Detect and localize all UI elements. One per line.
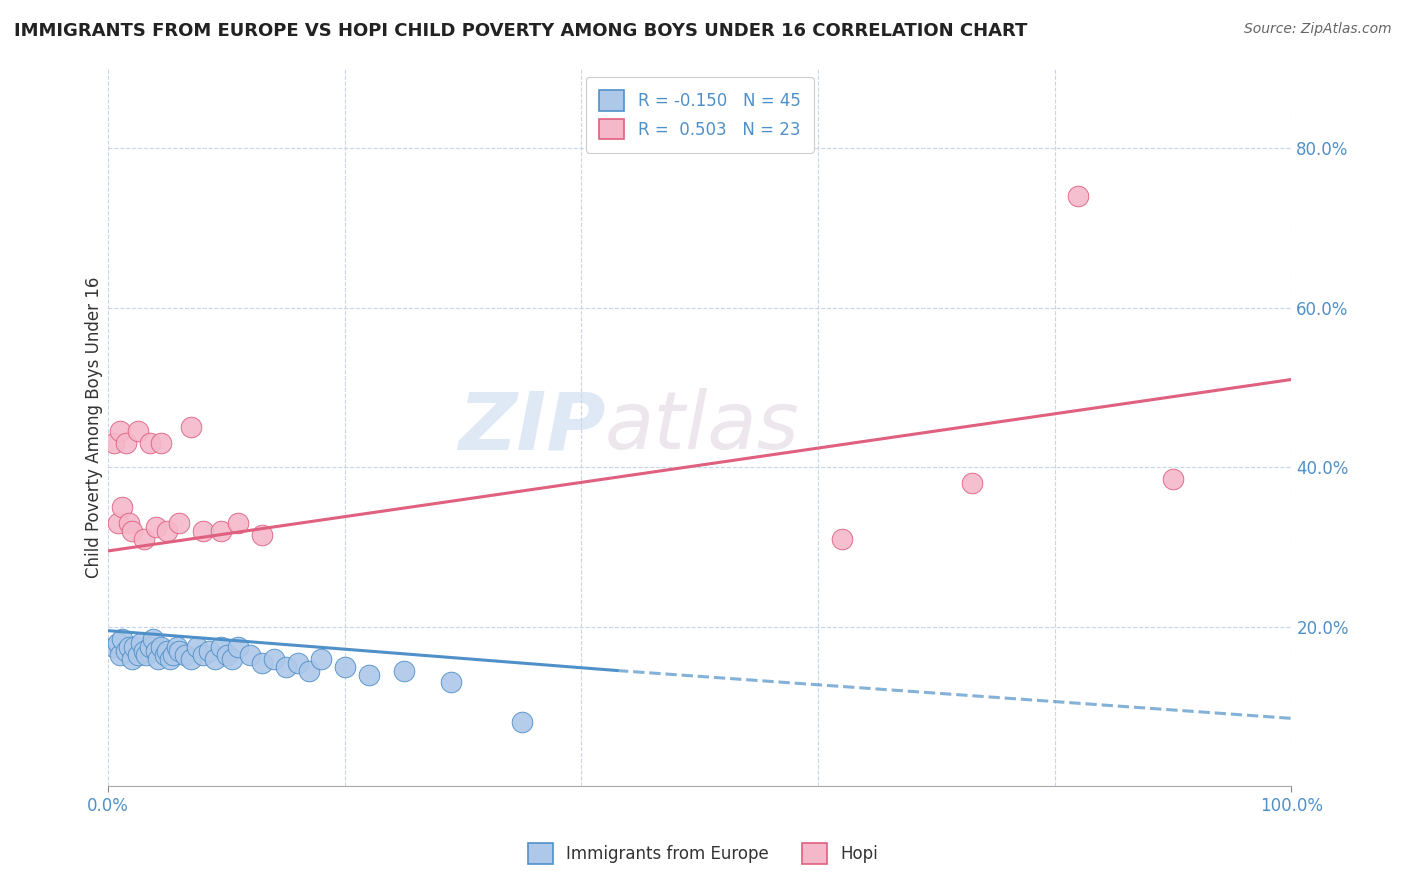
Text: atlas: atlas <box>605 388 800 467</box>
Point <box>191 524 214 538</box>
Point <box>180 651 202 665</box>
Point <box>174 648 197 662</box>
Point <box>1161 472 1184 486</box>
Point <box>121 524 143 538</box>
Point <box>150 640 173 654</box>
Point <box>263 651 285 665</box>
Point <box>250 656 273 670</box>
Point <box>108 648 131 662</box>
Point <box>127 425 149 439</box>
Point <box>221 651 243 665</box>
Point <box>287 656 309 670</box>
Point <box>162 648 184 662</box>
Point <box>138 640 160 654</box>
Y-axis label: Child Poverty Among Boys Under 16: Child Poverty Among Boys Under 16 <box>86 277 103 578</box>
Point <box>115 643 138 657</box>
Point <box>145 643 167 657</box>
Point <box>142 632 165 646</box>
Point <box>127 648 149 662</box>
Point <box>180 420 202 434</box>
Point <box>156 643 179 657</box>
Text: IMMIGRANTS FROM EUROPE VS HOPI CHILD POVERTY AMONG BOYS UNDER 16 CORRELATION CHA: IMMIGRANTS FROM EUROPE VS HOPI CHILD POV… <box>14 22 1028 40</box>
Point <box>132 643 155 657</box>
Point <box>239 648 262 662</box>
Point <box>103 640 125 654</box>
Point <box>333 659 356 673</box>
Point <box>138 436 160 450</box>
Point <box>145 520 167 534</box>
Point <box>159 651 181 665</box>
Point <box>357 667 380 681</box>
Point <box>440 675 463 690</box>
Point <box>512 715 534 730</box>
Point <box>228 516 250 530</box>
Point <box>118 640 141 654</box>
Point <box>132 532 155 546</box>
Point <box>118 516 141 530</box>
Point <box>186 640 208 654</box>
Point <box>156 524 179 538</box>
Point <box>204 651 226 665</box>
Point <box>111 500 134 514</box>
Point <box>146 651 169 665</box>
Legend: Immigrants from Europe, Hopi: Immigrants from Europe, Hopi <box>522 837 884 871</box>
Point <box>115 436 138 450</box>
Point <box>392 664 415 678</box>
Point <box>150 436 173 450</box>
Point <box>309 651 332 665</box>
Point <box>107 635 129 649</box>
Point <box>167 643 190 657</box>
Point <box>191 648 214 662</box>
Point <box>215 648 238 662</box>
Legend: R = -0.150   N = 45, R =  0.503   N = 23: R = -0.150 N = 45, R = 0.503 N = 23 <box>586 77 814 153</box>
Text: ZIP: ZIP <box>458 388 605 467</box>
Point <box>274 659 297 673</box>
Point <box>166 640 188 654</box>
Point <box>107 516 129 530</box>
Point <box>228 640 250 654</box>
Text: Source: ZipAtlas.com: Source: ZipAtlas.com <box>1244 22 1392 37</box>
Point <box>250 528 273 542</box>
Point <box>197 643 219 657</box>
Point <box>831 532 853 546</box>
Point <box>209 524 232 538</box>
Point <box>298 664 321 678</box>
Point <box>153 648 176 662</box>
Point <box>121 651 143 665</box>
Point <box>167 516 190 530</box>
Point <box>122 640 145 654</box>
Point <box>108 425 131 439</box>
Point <box>111 632 134 646</box>
Point <box>1067 189 1090 203</box>
Point <box>960 476 983 491</box>
Point <box>131 635 153 649</box>
Point <box>209 640 232 654</box>
Point <box>103 436 125 450</box>
Point <box>135 648 157 662</box>
